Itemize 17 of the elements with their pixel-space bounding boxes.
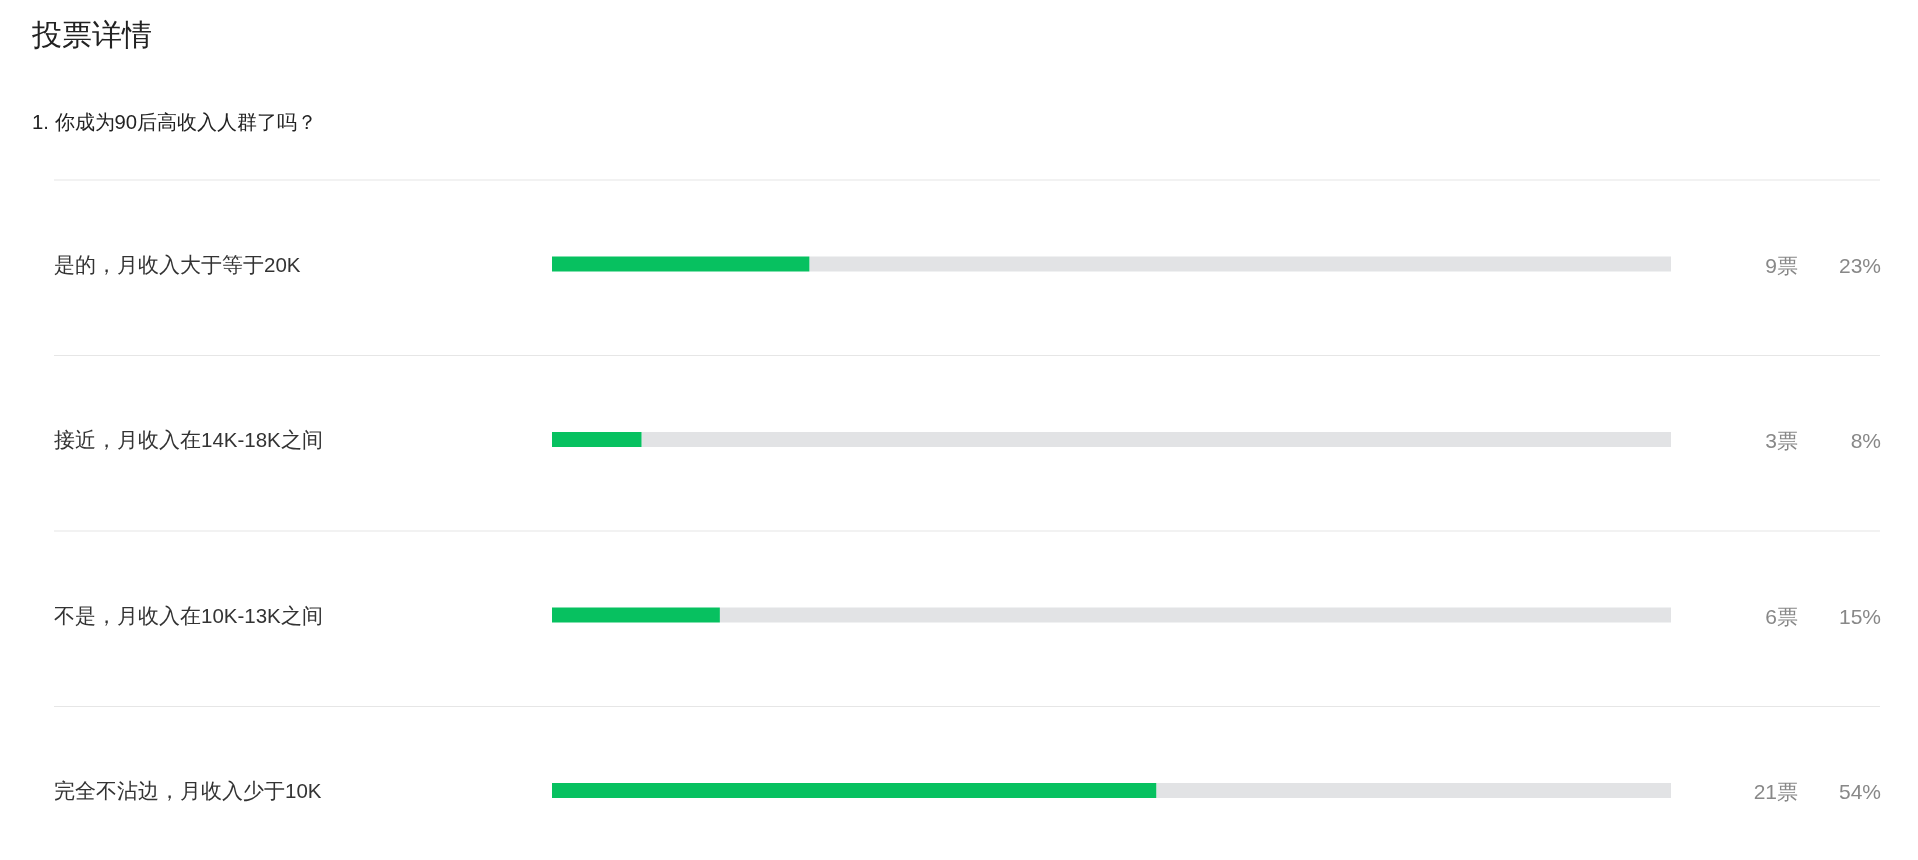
bar	[552, 256, 810, 272]
y-tick-label: 是的，月收入大于等于20K	[54, 252, 301, 276]
text: 3票	[1765, 429, 1798, 452]
data-label: 8%	[1850, 429, 1881, 452]
text: 6票	[1765, 604, 1798, 628]
bar	[552, 432, 642, 447]
text: 投票详情	[31, 17, 152, 51]
y-tick-label: 不是，月收入在10K-13K之间	[54, 603, 323, 627]
text: 9票	[1765, 253, 1798, 277]
text: 21票	[1753, 780, 1798, 803]
bar	[552, 607, 720, 623]
data-label: 15%	[1838, 604, 1881, 628]
text: 1. 你成为90后高收入人群了吗？	[32, 111, 318, 133]
y-tick-label: 接近，月收入在14K-18K之间	[54, 428, 323, 451]
data-label: 23%	[1838, 253, 1881, 277]
data-label: 54%	[1838, 780, 1881, 803]
y-tick-label: 完全不沾边，月收入少于10K	[54, 779, 322, 802]
